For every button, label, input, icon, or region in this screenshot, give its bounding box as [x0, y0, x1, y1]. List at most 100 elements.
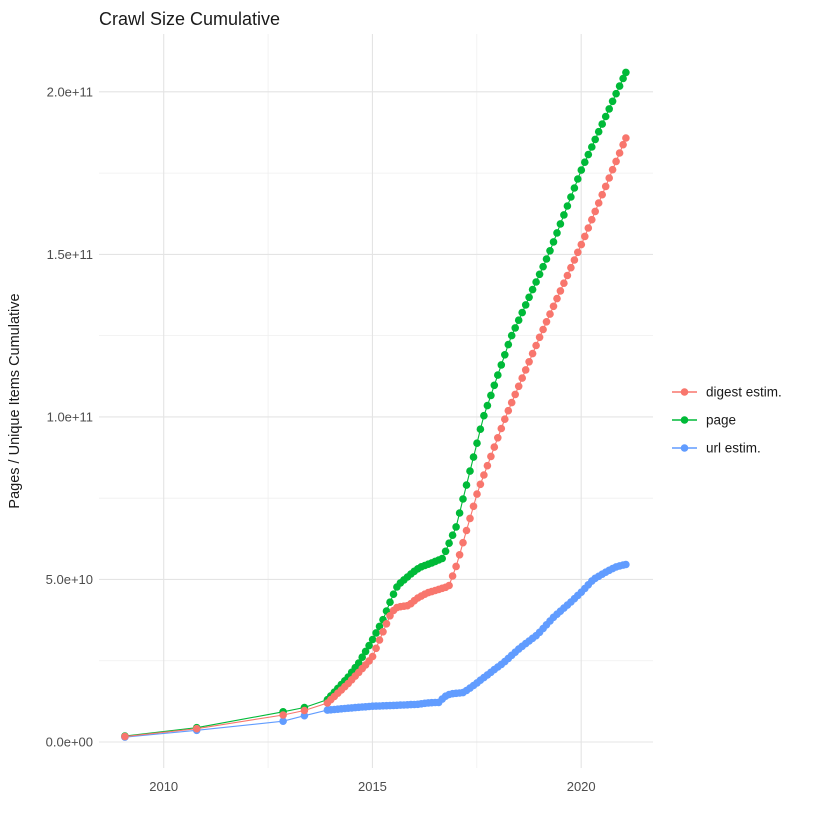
- data-point: [532, 278, 540, 286]
- data-point: [372, 629, 380, 637]
- data-point: [601, 182, 610, 191]
- data-point: [528, 285, 537, 294]
- data-point: [448, 572, 457, 580]
- data-point: [368, 652, 377, 661]
- data-point: [507, 331, 516, 340]
- data-point: [560, 211, 568, 219]
- data-point: [459, 538, 467, 547]
- data-point: [612, 157, 620, 166]
- y-tick-label: 1.5e+11: [47, 247, 93, 262]
- data-point: [361, 647, 370, 656]
- data-point: [574, 248, 582, 257]
- data-point: [480, 411, 488, 420]
- gridlines: [99, 34, 653, 768]
- x-tick-label: 2015: [358, 779, 387, 794]
- data-point: [615, 82, 624, 90]
- data-point: [445, 539, 453, 547]
- data-point: [490, 381, 499, 390]
- data-point: [504, 406, 513, 415]
- data-point: [535, 270, 544, 279]
- data-point: [462, 481, 471, 489]
- y-tick-label: 5.0e+10: [46, 572, 93, 587]
- data-point: [494, 371, 502, 379]
- data-point: [473, 490, 481, 498]
- data-point: [365, 641, 373, 650]
- data-point: [525, 293, 533, 302]
- data-point: [615, 149, 624, 157]
- data-point: [563, 271, 572, 280]
- data-point: [511, 390, 519, 399]
- data-point: [473, 439, 481, 448]
- data-point: [462, 526, 471, 535]
- data-point: [567, 193, 575, 201]
- data-point: [594, 199, 603, 207]
- data-point: [466, 467, 474, 475]
- series-url: [121, 560, 630, 741]
- data-point: [518, 374, 526, 382]
- data-point: [567, 263, 575, 272]
- data-point: [619, 74, 627, 83]
- data-point: [452, 562, 460, 571]
- data-point: [459, 495, 467, 503]
- legend-label: url estim.: [706, 441, 761, 456]
- data-point: [386, 598, 394, 606]
- data-point: [598, 190, 606, 199]
- data-point: [546, 310, 554, 318]
- data-point: [300, 711, 309, 720]
- axis-tick-labels: 0.0e+00 5.0e+10 1.0e+11 1.5e+11 2.0e+11 2010 2…: [46, 84, 596, 794]
- data-point: [577, 240, 586, 249]
- data-point: [584, 150, 593, 159]
- data-point: [368, 635, 377, 644]
- data-point: [192, 724, 201, 733]
- data-point: [511, 324, 519, 332]
- data-point: [497, 424, 506, 433]
- legend-key-point: [680, 444, 689, 452]
- data-point: [546, 247, 554, 255]
- data-point: [375, 636, 384, 644]
- data-point: [591, 207, 599, 216]
- data-point: [594, 127, 603, 136]
- data-point: [483, 401, 492, 410]
- data-point: [521, 301, 530, 309]
- data-point: [556, 287, 565, 295]
- data-point: [494, 434, 502, 442]
- data-point: [549, 302, 558, 311]
- y-tick-label: 1.0e+11: [47, 409, 93, 424]
- data-point: [622, 134, 630, 142]
- data-point: [279, 711, 287, 719]
- data-point: [591, 135, 599, 144]
- data-point: [504, 340, 513, 349]
- data-point: [549, 238, 558, 246]
- data-point: [605, 174, 613, 182]
- data-point: [480, 471, 488, 479]
- data-point: [570, 184, 579, 192]
- data-point: [469, 502, 478, 511]
- data-point: [455, 551, 464, 559]
- data-point: [448, 531, 457, 539]
- data-point: [487, 452, 495, 461]
- data-point: [563, 202, 572, 210]
- legend-label: digest estim.: [706, 385, 782, 400]
- data-point: [581, 158, 589, 166]
- data-point: [608, 97, 617, 106]
- y-axis-title: Pages / Unique Items Cumulative: [7, 293, 23, 508]
- data-point: [445, 581, 453, 590]
- data-point: [354, 659, 363, 667]
- data-point: [476, 480, 485, 489]
- data-point: [598, 120, 606, 128]
- data-point: [514, 382, 523, 391]
- data-point: [514, 316, 523, 325]
- data-point: [542, 318, 551, 326]
- data-point: [497, 361, 506, 369]
- data-point: [588, 215, 596, 224]
- legend: digest estim. page url estim.: [672, 385, 782, 456]
- data-point: [570, 256, 579, 264]
- data-point: [601, 112, 610, 121]
- data-point: [469, 453, 478, 461]
- data-point: [622, 68, 630, 77]
- data-point: [372, 644, 380, 653]
- data-point: [532, 341, 540, 350]
- data-point: [605, 105, 613, 113]
